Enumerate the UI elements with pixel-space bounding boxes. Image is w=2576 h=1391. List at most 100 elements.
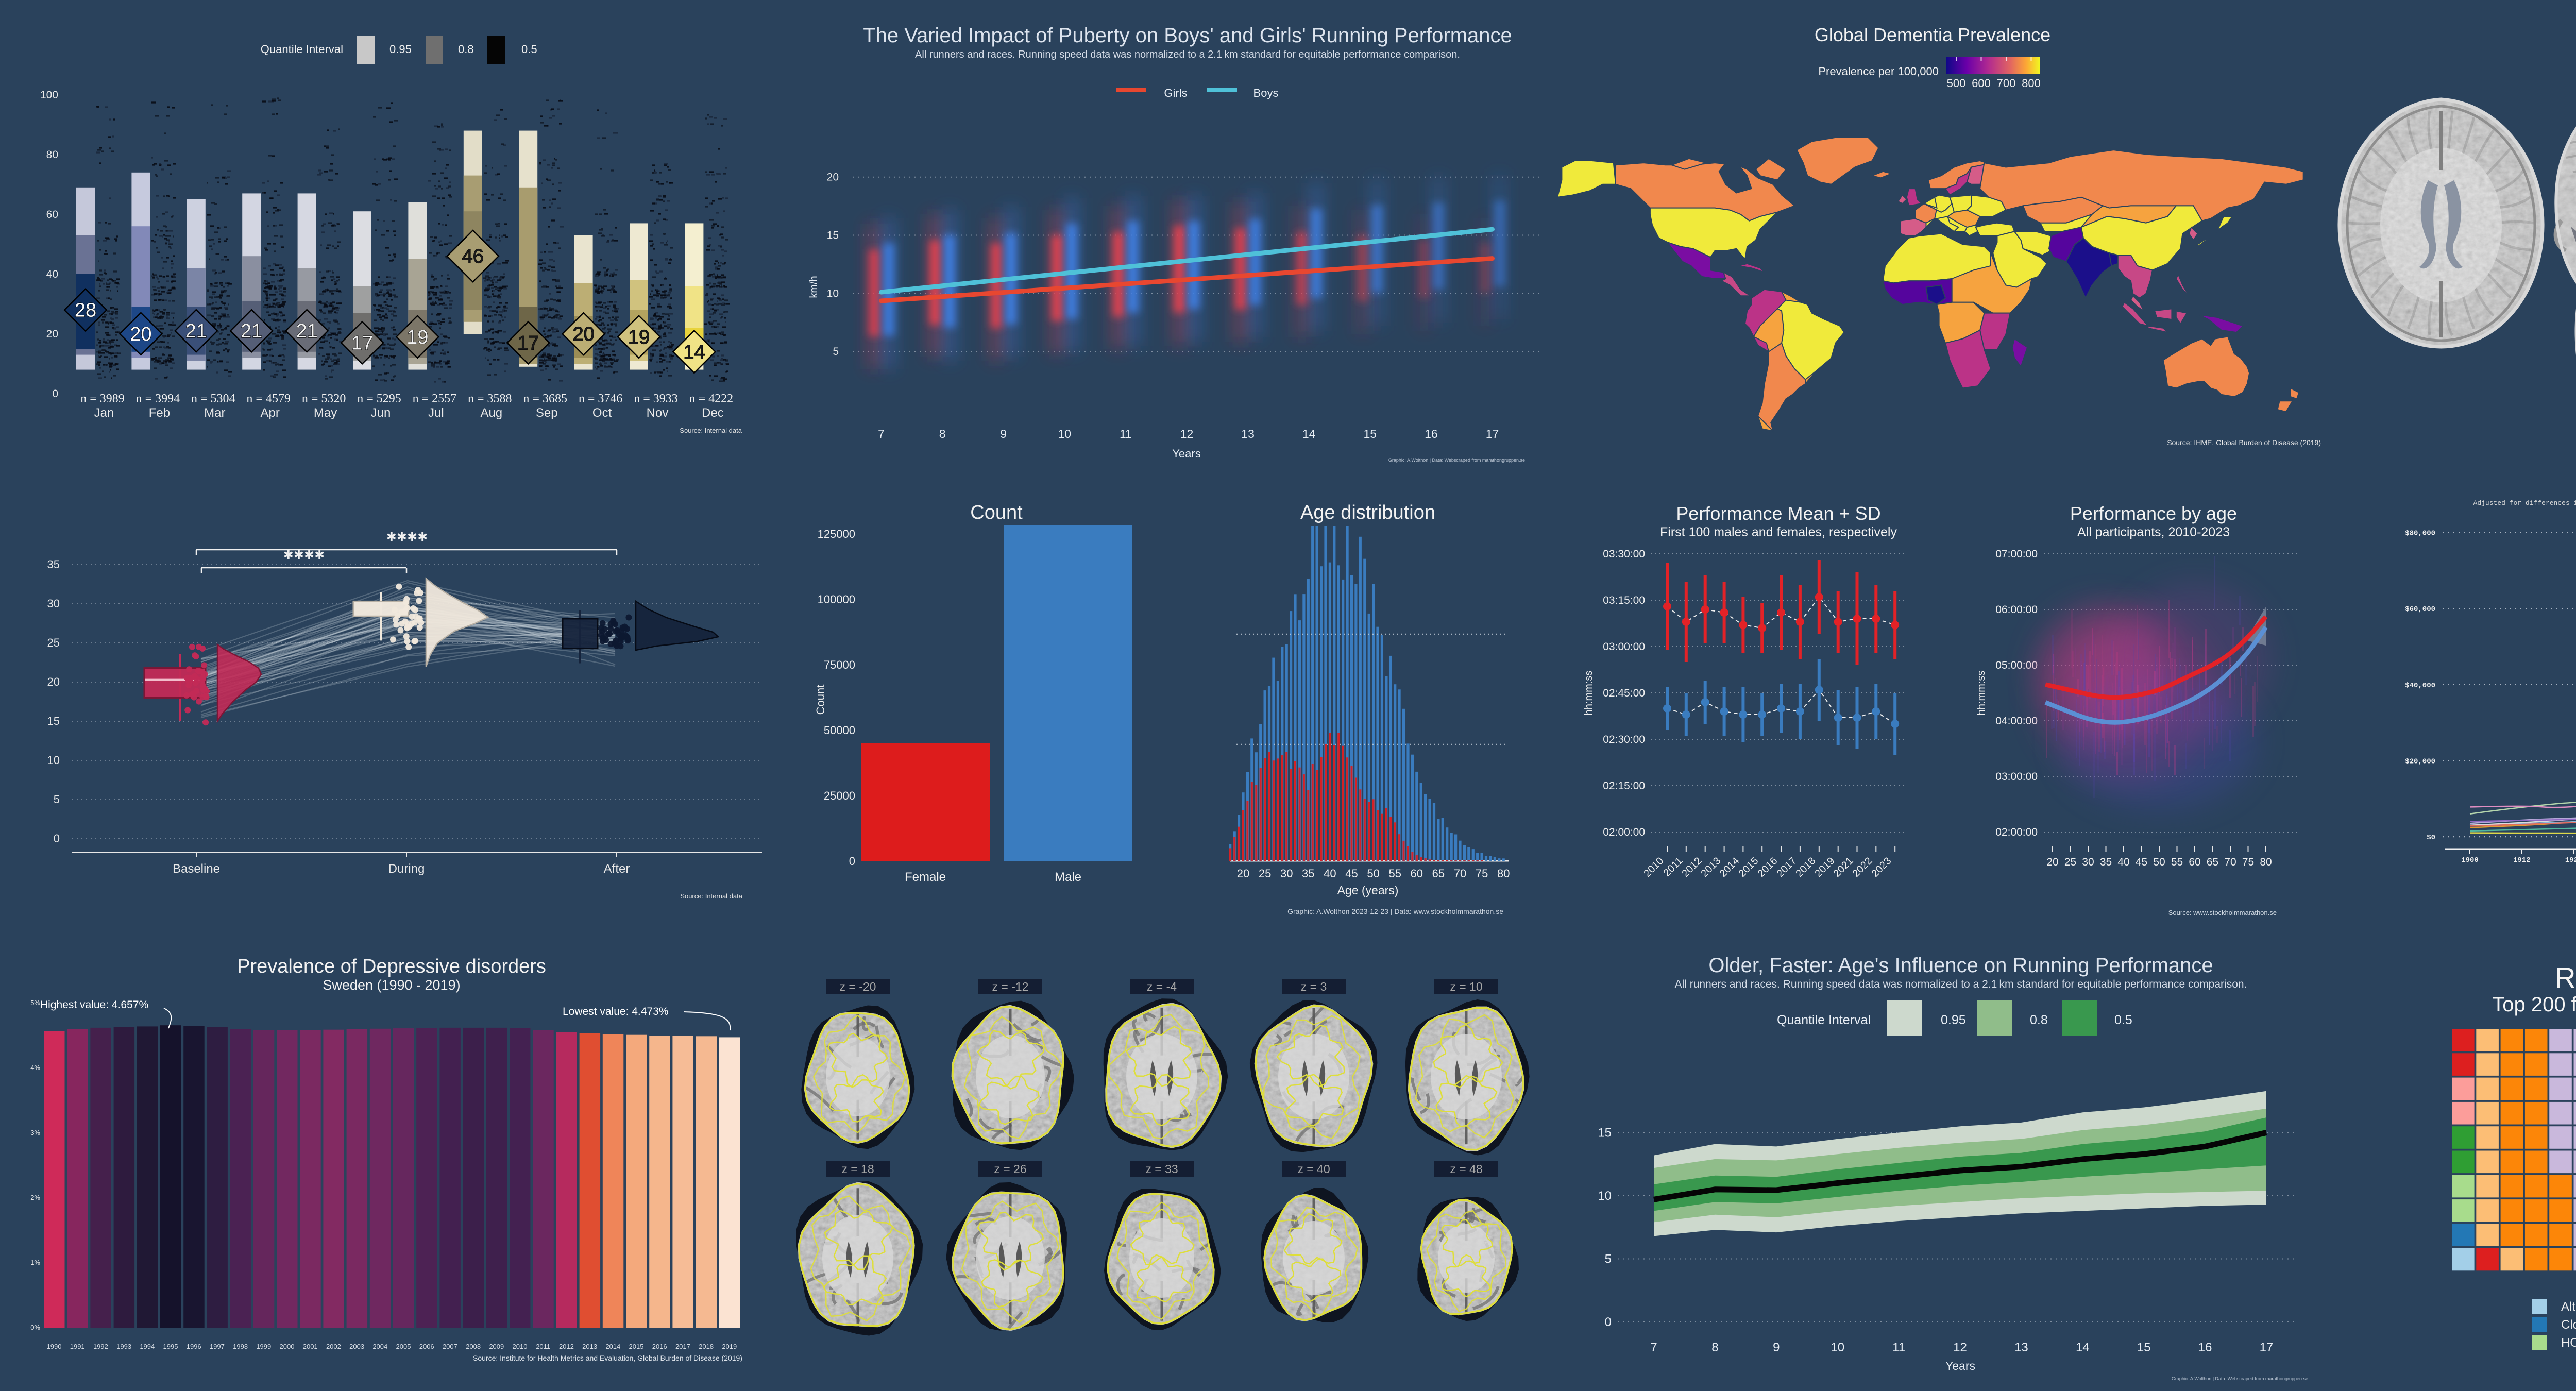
svg-text:hh:mm:ss: hh:mm:ss <box>1976 671 1987 716</box>
svg-text:Altra: Altra <box>2561 1300 2576 1314</box>
svg-text:Source: Institute for Health M: Source: Institute for Health Metrics and… <box>473 1354 742 1362</box>
svg-text:15: 15 <box>47 715 60 727</box>
svg-text:60: 60 <box>1411 867 1423 880</box>
svg-text:65: 65 <box>1432 867 1445 880</box>
svg-text:$80,000: $80,000 <box>2405 530 2435 538</box>
svg-text:z = 48: z = 48 <box>1450 1162 1482 1176</box>
svg-text:28: 28 <box>75 300 96 321</box>
svg-text:80: 80 <box>2260 856 2272 868</box>
svg-text:35: 35 <box>1302 867 1314 880</box>
svg-text:z = 10: z = 10 <box>1450 980 1482 993</box>
svg-text:5: 5 <box>1605 1252 1612 1266</box>
svg-text:Male: Male <box>1055 870 1081 884</box>
svg-text:After: After <box>604 862 630 876</box>
svg-text:$20,000: $20,000 <box>2405 757 2435 766</box>
svg-text:20: 20 <box>47 675 60 688</box>
svg-text:Adjusted for differences in th: Adjusted for differences in the cost of … <box>2473 499 2576 507</box>
svg-text:1995: 1995 <box>163 1343 178 1350</box>
svg-text:75000: 75000 <box>824 658 855 671</box>
svg-text:z = 3: z = 3 <box>1301 980 1327 993</box>
svg-text:$60,000: $60,000 <box>2405 605 2435 614</box>
svg-text:During: During <box>388 862 425 876</box>
svg-text:Mar: Mar <box>204 406 225 420</box>
svg-text:hh:mm:ss: hh:mm:ss <box>1583 671 1595 716</box>
svg-text:Source: Internal data: Source: Internal data <box>680 892 742 900</box>
svg-text:17: 17 <box>2260 1341 2274 1354</box>
svg-text:50000: 50000 <box>824 724 855 737</box>
svg-text:65: 65 <box>2207 856 2218 868</box>
svg-text:The Varied Impact of Puberty o: The Varied Impact of Puberty on Boys' an… <box>863 24 1512 47</box>
svg-text:20: 20 <box>1237 867 1249 880</box>
svg-text:06:00:00: 06:00:00 <box>1995 604 2038 616</box>
svg-text:1998: 1998 <box>233 1343 248 1350</box>
svg-text:600: 600 <box>1972 77 1991 90</box>
svg-text:50: 50 <box>2153 856 2165 868</box>
svg-text:2011: 2011 <box>536 1343 550 1350</box>
svg-text:Graphic: A.Wolthon | Data: Web: Graphic: A.Wolthon | Data: Webscraped fr… <box>1388 457 1525 463</box>
svg-text:Prevalence per 100,000: Prevalence per 100,000 <box>1818 65 1939 78</box>
svg-text:0.5: 0.5 <box>521 43 537 56</box>
svg-text:10: 10 <box>1598 1189 1612 1203</box>
svg-text:Highest value: 4.657%: Highest value: 4.657% <box>40 999 148 1011</box>
svg-text:z = -4: z = -4 <box>1147 980 1177 993</box>
svg-text:z = 26: z = 26 <box>994 1162 1026 1176</box>
svg-text:2013: 2013 <box>582 1343 597 1350</box>
svg-text:500: 500 <box>1947 77 1966 90</box>
svg-text:17: 17 <box>1486 427 1499 440</box>
svg-text:25: 25 <box>2064 856 2076 868</box>
svg-text:Boys: Boys <box>1253 87 1279 99</box>
svg-text:25: 25 <box>1259 867 1271 880</box>
svg-text:0.95: 0.95 <box>1941 1013 1966 1027</box>
svg-text:n = 3994: n = 3994 <box>136 392 180 405</box>
svg-text:21: 21 <box>185 320 207 342</box>
svg-text:Source: Internal data: Source: Internal data <box>680 427 742 434</box>
svg-text:Lowest value: 4.473%: Lowest value: 4.473% <box>563 1006 668 1017</box>
svg-text:02:15:00: 02:15:00 <box>1603 780 1645 792</box>
svg-text:05:00:00: 05:00:00 <box>1995 659 2038 671</box>
svg-text:z = 18: z = 18 <box>841 1162 874 1176</box>
svg-text:3%: 3% <box>30 1129 40 1136</box>
svg-text:z = 40: z = 40 <box>1297 1162 1330 1176</box>
svg-text:9: 9 <box>1773 1341 1780 1354</box>
svg-text:40: 40 <box>46 268 58 280</box>
svg-text:2015: 2015 <box>629 1343 644 1350</box>
svg-text:1912: 1912 <box>2513 856 2531 864</box>
svg-text:03:00:00: 03:00:00 <box>1995 771 2038 783</box>
svg-text:75: 75 <box>2242 856 2254 868</box>
svg-text:Female: Female <box>905 870 946 884</box>
svg-text:5: 5 <box>833 346 839 358</box>
svg-text:Years: Years <box>1172 447 1200 460</box>
svg-text:Cloud ON: Cloud ON <box>2561 1318 2576 1332</box>
svg-text:8: 8 <box>1711 1341 1718 1354</box>
svg-text:35: 35 <box>2100 856 2112 868</box>
svg-text:70: 70 <box>1454 867 1466 880</box>
svg-text:z = 33: z = 33 <box>1145 1162 1178 1176</box>
svg-text:16: 16 <box>1425 427 1438 440</box>
svg-text:07:00:00: 07:00:00 <box>1995 548 2038 560</box>
svg-text:1991: 1991 <box>70 1343 85 1350</box>
svg-text:All participants, 2010-2023: All participants, 2010-2023 <box>2077 525 2230 539</box>
svg-text:14: 14 <box>2076 1341 2090 1354</box>
svg-text:2014: 2014 <box>605 1343 620 1350</box>
svg-text:20: 20 <box>827 172 839 183</box>
svg-text:03:00:00: 03:00:00 <box>1603 641 1645 653</box>
svg-text:45: 45 <box>1345 867 1358 880</box>
svg-text:16: 16 <box>2198 1341 2212 1354</box>
svg-text:Jun: Jun <box>371 406 391 420</box>
svg-text:Age (years): Age (years) <box>1337 884 1399 897</box>
svg-text:n = 3933: n = 3933 <box>634 392 678 405</box>
svg-text:2018: 2018 <box>699 1343 714 1350</box>
svg-text:5%: 5% <box>30 999 40 1007</box>
svg-text:0: 0 <box>54 832 60 845</box>
svg-text:75: 75 <box>1476 867 1488 880</box>
svg-text:n = 3989: n = 3989 <box>80 392 125 405</box>
svg-text:100: 100 <box>40 89 58 101</box>
svg-text:Jan: Jan <box>94 406 114 420</box>
svg-text:55: 55 <box>1388 867 1401 880</box>
svg-text:Count: Count <box>970 502 1023 523</box>
svg-text:2016: 2016 <box>652 1343 667 1350</box>
svg-text:Quantile Interval: Quantile Interval <box>1777 1013 1871 1027</box>
svg-text:2005: 2005 <box>396 1343 411 1350</box>
svg-text:Source: www.stockholmmarathon.: Source: www.stockholmmarathon.se <box>2168 909 2277 917</box>
svg-text:n = 3588: n = 3588 <box>468 392 512 405</box>
